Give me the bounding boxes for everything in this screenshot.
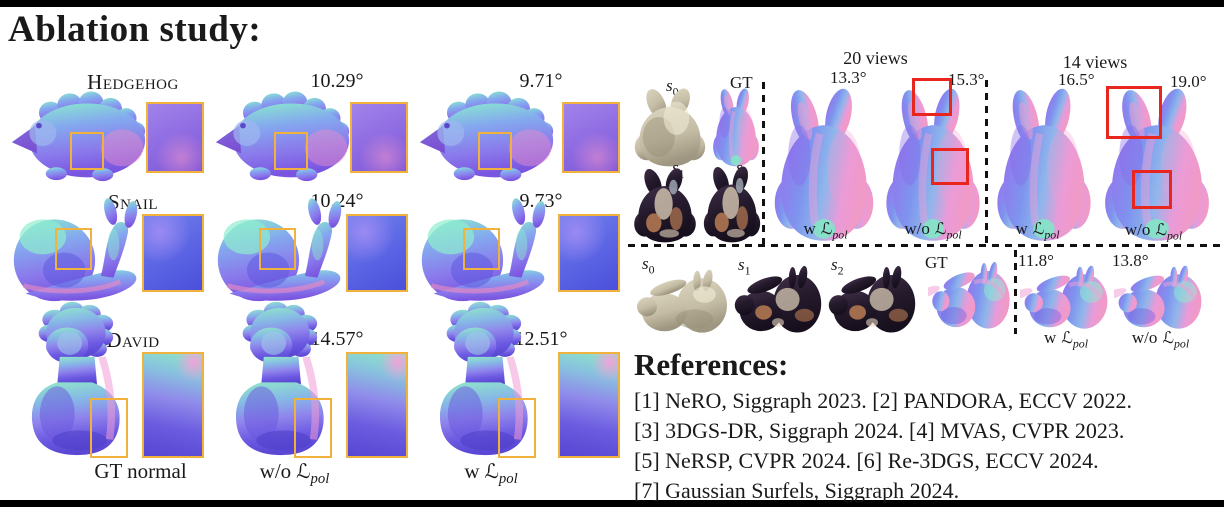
lying-s0-image xyxy=(637,268,727,333)
error-highlight-box xyxy=(912,78,952,116)
error-value: 10.24° xyxy=(310,190,364,212)
ablation-row-hedgehog: Hedgehog 10.29° 9.71° xyxy=(8,70,624,182)
zoom-crop xyxy=(142,352,204,458)
error-highlight-box xyxy=(931,148,969,185)
ablation-row-david: David 14.57° 12.51° xyxy=(8,298,624,462)
views-group-title: 20 views xyxy=(843,48,908,68)
reference-line: [1] NeRO, Siggraph 2023. [2] PANDORA, EC… xyxy=(634,388,1133,413)
david-wo-cell: 14.57° xyxy=(212,298,416,462)
caption-w-lpol: w ℒpol xyxy=(803,219,848,242)
loss-symbol: ℒ xyxy=(484,459,499,483)
caption-w-lpol: w ℒpol xyxy=(406,459,576,488)
zoom-crop xyxy=(558,352,620,458)
zoom-highlight-box xyxy=(55,228,92,270)
references-heading: References: xyxy=(634,347,789,382)
input-label-s0: s0 xyxy=(642,254,655,277)
loss-symbol: ℒ xyxy=(296,459,311,483)
caption-wo-lpol: w/o ℒpol xyxy=(904,219,962,242)
zoom-crop xyxy=(142,214,204,292)
snail-gt-cell: Snail xyxy=(8,184,212,310)
input-label-gt: GT xyxy=(730,73,753,92)
caption-wo-lpol: w/o ℒpol xyxy=(212,459,377,488)
error-value: 13.3° xyxy=(830,68,867,87)
error-value: 9.71° xyxy=(519,70,563,92)
hedgehog-wo-cell: 10.29° xyxy=(212,70,416,182)
lying-gt-image xyxy=(928,260,1010,329)
input-label-s2: s2 xyxy=(831,255,844,278)
error-value: 16.5° xyxy=(1058,70,1095,89)
error-highlight-box xyxy=(1132,170,1172,209)
error-value: 11.8° xyxy=(1018,251,1054,270)
david-gt-cell: David xyxy=(8,298,212,462)
caption-prefix: w xyxy=(464,459,480,483)
input-label-s0: s0 xyxy=(666,76,679,99)
caption-gt-normal: GT normal xyxy=(48,459,233,484)
zoom-crop xyxy=(346,352,408,458)
error-value: 13.8° xyxy=(1112,251,1149,270)
lying-result-w-image xyxy=(1020,264,1108,329)
reference-line: [7] Gaussian Surfels, Siggraph 2024. xyxy=(634,478,960,503)
gt-normal-label: GT normal xyxy=(94,459,187,483)
input-gt-image xyxy=(713,87,759,168)
zoom-crop xyxy=(346,214,408,292)
ablation-row-snail: Snail 10.24° 9.73° xyxy=(8,184,624,310)
dashed-divider-vertical xyxy=(1014,250,1017,334)
zoom-crop xyxy=(350,102,408,173)
dashed-divider-vertical xyxy=(985,80,988,244)
caption-wo-lpol: w/o ℒpol xyxy=(1131,328,1190,351)
error-value: 19.0° xyxy=(1170,72,1207,91)
zoom-highlight-box xyxy=(259,228,296,270)
zoom-highlight-box xyxy=(70,132,104,170)
hedgehog-gt-cell: Hedgehog xyxy=(8,70,212,182)
lying-s2-image xyxy=(828,264,916,333)
snail-w-cell: 9.73° xyxy=(416,184,620,310)
david-w-cell: 12.51° xyxy=(416,298,620,462)
reference-line: [3] 3DGS-DR, Siggraph 2024. [4] MVAS, CV… xyxy=(634,418,1125,443)
snail-wo-cell: 10.24° xyxy=(212,184,416,310)
loss-subscript: pol xyxy=(310,471,330,488)
error-value: 10.29° xyxy=(310,70,364,92)
zoom-highlight-box xyxy=(90,398,128,458)
lying-experiment-block: s0 s1 s2 GT 11.8° w ℒpol 13.8° w/o ℒpol xyxy=(628,250,1224,350)
zoom-crop xyxy=(558,214,620,292)
caption-prefix: w/o xyxy=(259,459,292,483)
zoom-crop xyxy=(146,102,204,173)
input-label-gt: GT xyxy=(925,253,948,272)
error-value: 14.57° xyxy=(310,328,364,350)
top-black-bar xyxy=(0,0,1224,7)
input-label-s1: s1 xyxy=(738,255,751,278)
reference-line: [5] NeRSP, CVPR 2024. [6] Re-3DGS, ECCV … xyxy=(634,448,1099,473)
page-title: Ablation study: xyxy=(8,9,262,50)
dashed-divider-vertical xyxy=(762,82,765,244)
caption-wo-lpol: w/o ℒpol xyxy=(1124,220,1183,243)
dashed-divider-horizontal xyxy=(628,244,1224,247)
zoom-highlight-box xyxy=(274,132,308,170)
zoom-highlight-box xyxy=(498,398,536,458)
caption-w-lpol: w ℒpol xyxy=(1043,328,1089,351)
error-value: 15.3° xyxy=(948,70,985,89)
lying-s1-image xyxy=(734,264,822,333)
error-value: 12.51° xyxy=(514,328,568,350)
error-highlight-box xyxy=(1106,86,1162,139)
zoom-crop xyxy=(562,102,620,173)
input-s1-image xyxy=(634,167,696,243)
zoom-highlight-box xyxy=(294,398,332,458)
object-name-label: Hedgehog xyxy=(87,70,179,94)
object-name-label: David xyxy=(106,328,160,352)
lying-result-wo-image xyxy=(1114,264,1202,329)
zoom-highlight-box xyxy=(463,228,500,270)
views-group-title: 14 views xyxy=(1062,52,1128,72)
error-value: 9.73° xyxy=(519,190,563,212)
loss-subscript: pol xyxy=(498,471,518,488)
references-section: References: [1] NeRO, Siggraph 2023. [2]… xyxy=(634,347,1220,506)
input-s0-image xyxy=(634,87,706,167)
zoom-highlight-box xyxy=(478,132,512,170)
input-s2-image xyxy=(703,165,761,243)
hedgehog-w-cell: 9.71° xyxy=(416,70,620,182)
bottom-black-bar xyxy=(0,500,1224,507)
caption-w-lpol: w ℒpol xyxy=(1015,219,1060,242)
